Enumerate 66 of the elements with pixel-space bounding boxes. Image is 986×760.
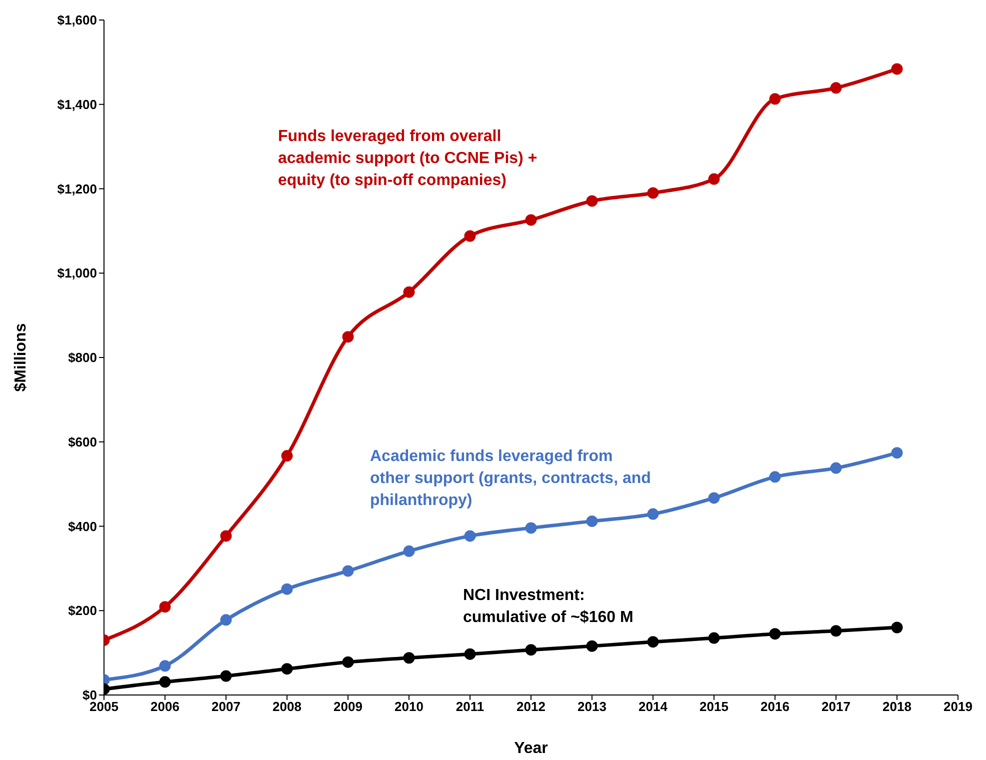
y-axis-title: $Millions — [12, 323, 30, 392]
point — [525, 522, 537, 534]
x-tick-label: 2006 — [150, 699, 180, 714]
y-tick-label: $1,600 — [57, 12, 97, 28]
point — [159, 676, 171, 688]
x-tick-label: 2018 — [882, 699, 912, 714]
point — [464, 230, 476, 242]
point — [159, 660, 171, 672]
point — [525, 214, 537, 226]
point — [403, 652, 415, 664]
point — [342, 656, 354, 668]
point — [708, 632, 720, 644]
point — [586, 195, 598, 207]
y-tick-label: $200 — [68, 603, 97, 618]
y-tick-label: $400 — [68, 518, 97, 534]
y-tick-label: $1,200 — [57, 181, 97, 196]
x-tick-label: 2015 — [700, 699, 728, 714]
x-tick-label: 2017 — [822, 699, 850, 714]
point — [769, 471, 781, 483]
point — [403, 286, 415, 298]
point — [830, 625, 842, 637]
x-tick-label: 2007 — [212, 699, 240, 714]
x-axis-title: Year — [514, 740, 548, 757]
point — [342, 331, 354, 343]
x-tick-label: 2012 — [516, 699, 546, 714]
point — [159, 601, 171, 613]
y-tick-label: $1,000 — [57, 266, 97, 281]
x-tick-label: 2019 — [944, 699, 972, 714]
point — [647, 187, 659, 199]
point — [647, 508, 659, 520]
point — [647, 636, 659, 648]
point — [281, 583, 293, 595]
point — [220, 670, 232, 682]
point — [891, 63, 903, 75]
series-label: NCI Investment: cumulative of ~$160 M — [463, 586, 634, 628]
x-tick-label: 2008 — [272, 699, 302, 714]
x-tick-label: 2009 — [334, 699, 362, 714]
point — [830, 82, 842, 94]
point — [586, 640, 598, 652]
x-tick-label: 2014 — [638, 699, 668, 714]
point — [708, 492, 720, 504]
point — [220, 530, 232, 542]
point — [891, 622, 903, 634]
series-label: Funds leveraged from overall academic support (to CCNE Pis) + equity (to spin-off companies) — [278, 127, 538, 191]
x-tick-label: 2010 — [394, 699, 424, 714]
point — [281, 663, 293, 675]
x-tick-label: 2016 — [760, 699, 790, 714]
point — [769, 628, 781, 640]
point — [220, 614, 232, 626]
point — [403, 545, 415, 557]
point — [342, 565, 354, 577]
x-tick-label: 2011 — [456, 699, 484, 714]
y-tick-label: $800 — [68, 350, 97, 366]
point — [891, 447, 903, 459]
x-tick-label: 2013 — [578, 699, 606, 714]
y-tick-label: $1,400 — [57, 96, 97, 112]
point — [769, 93, 781, 105]
point — [708, 173, 720, 185]
point — [464, 530, 476, 542]
y-tick-label: $600 — [68, 434, 97, 450]
point — [586, 515, 598, 527]
series-label: Academic funds leveraged from other support (grants, contracts, and philanthropy) — [370, 447, 652, 511]
point — [830, 462, 842, 474]
point — [281, 450, 293, 462]
point — [464, 648, 476, 660]
point — [525, 644, 537, 656]
